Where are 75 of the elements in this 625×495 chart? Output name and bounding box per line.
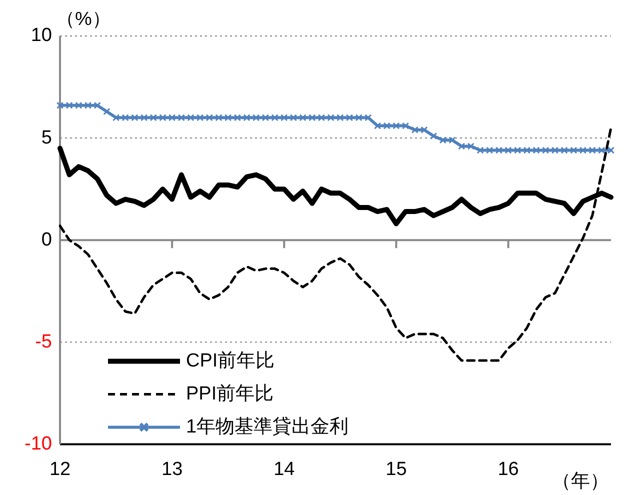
point xyxy=(262,114,270,122)
point xyxy=(66,102,73,109)
point xyxy=(243,114,250,122)
point xyxy=(112,114,120,122)
point xyxy=(439,136,446,144)
point xyxy=(196,114,204,122)
point xyxy=(392,122,400,130)
point xyxy=(280,114,288,122)
x-axis-title: （年） xyxy=(552,471,609,492)
point xyxy=(150,114,157,122)
point xyxy=(579,146,587,154)
x-tick-label: 16 xyxy=(498,458,519,480)
point xyxy=(346,114,354,122)
point xyxy=(234,114,242,122)
point xyxy=(588,146,596,154)
point xyxy=(486,146,494,154)
point xyxy=(327,114,334,122)
x-tick-label: 14 xyxy=(274,458,296,480)
point xyxy=(299,114,306,122)
point xyxy=(187,114,194,122)
point xyxy=(523,146,531,154)
point xyxy=(514,146,522,154)
y-tick-label: 10 xyxy=(30,25,52,46)
point xyxy=(355,114,362,122)
point xyxy=(290,114,298,122)
point xyxy=(374,122,382,130)
point xyxy=(570,146,578,154)
point xyxy=(542,146,550,154)
point xyxy=(318,114,326,122)
point xyxy=(122,114,129,122)
point xyxy=(159,114,166,122)
point xyxy=(84,102,92,109)
point xyxy=(336,114,344,122)
point xyxy=(271,114,278,122)
point xyxy=(56,102,64,109)
point xyxy=(448,136,456,144)
x-tick-label: 12 xyxy=(49,458,71,480)
legend-label: PPI前年比 xyxy=(186,383,274,404)
point xyxy=(224,114,232,122)
x-tick-label: 15 xyxy=(386,458,407,480)
point xyxy=(206,114,213,122)
point xyxy=(430,132,438,140)
y-axis-title: （%） xyxy=(56,9,111,30)
x-tick-label: 13 xyxy=(161,458,183,480)
y-tick-label: 0 xyxy=(41,229,52,250)
point xyxy=(420,126,428,134)
point xyxy=(476,146,484,154)
point xyxy=(131,114,138,122)
point xyxy=(178,114,185,122)
point xyxy=(504,146,512,154)
point xyxy=(458,142,466,150)
legend-label: CPI前年比 xyxy=(186,350,275,372)
point xyxy=(308,114,316,122)
point xyxy=(411,126,418,134)
point xyxy=(532,146,540,154)
point xyxy=(364,114,372,122)
point xyxy=(495,146,503,154)
point xyxy=(252,114,260,122)
point xyxy=(551,146,559,154)
point xyxy=(103,108,110,116)
legend-label: 1年物基準貸出金利 xyxy=(186,415,349,438)
point xyxy=(94,102,101,109)
point xyxy=(168,114,176,122)
point xyxy=(383,122,390,130)
point xyxy=(140,114,148,122)
point xyxy=(402,122,410,130)
point xyxy=(560,146,568,154)
point xyxy=(607,146,615,154)
y-tick-label: -10 xyxy=(24,433,52,454)
point xyxy=(215,114,222,122)
y-tick-label: -5 xyxy=(35,331,52,352)
point xyxy=(467,142,474,150)
point xyxy=(598,146,606,154)
y-tick-label: 5 xyxy=(41,127,52,148)
point xyxy=(75,102,82,109)
